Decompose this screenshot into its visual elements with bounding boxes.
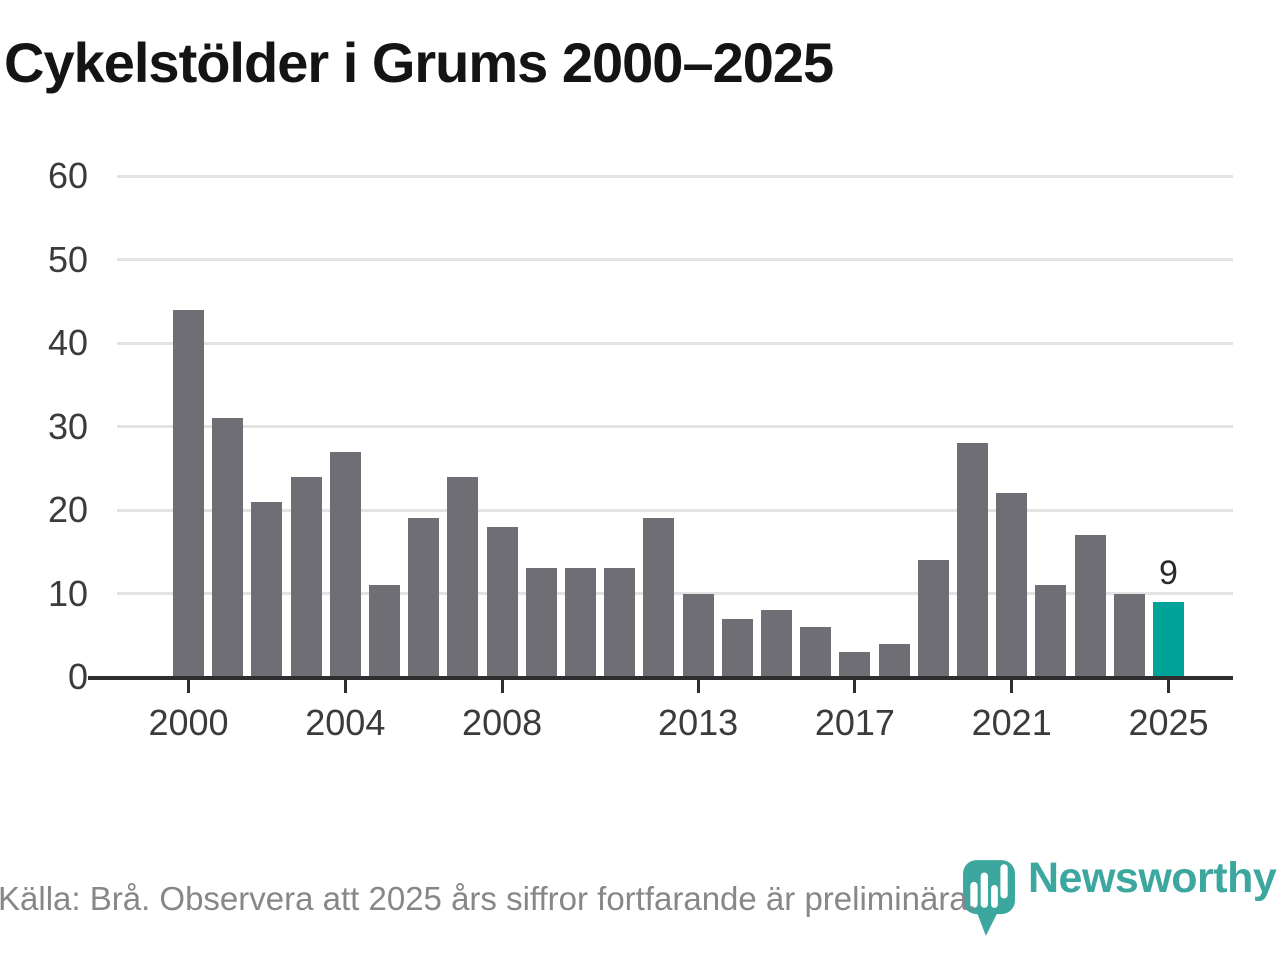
bar-2025: [1153, 601, 1184, 679]
bar-2003: [290, 476, 322, 679]
bar-2013: [682, 593, 714, 679]
x-axis-tick: [1167, 680, 1170, 693]
bar-2020: [957, 443, 988, 679]
y-tick-label: 50: [47, 238, 88, 280]
chart-title: Cykelstölder i Grums 2000–2025: [4, 31, 834, 94]
y-tick-label: 20: [47, 489, 88, 530]
bar-2012: [643, 518, 675, 679]
x-axis-tick: [696, 680, 700, 693]
bar-2008: [486, 526, 518, 679]
x-tick-label: 2004: [305, 702, 386, 743]
gridline: [117, 508, 1233, 512]
bar-2021: [996, 493, 1028, 679]
x-axis-tick: [1010, 680, 1014, 693]
bar-2000: [173, 309, 204, 679]
bar-2024: [1113, 593, 1145, 679]
bar-2002: [251, 501, 283, 679]
x-axis-tick: [187, 680, 190, 693]
gridline: [117, 425, 1233, 428]
bar-2011: [604, 568, 636, 679]
bar-2004: [329, 451, 361, 679]
y-tick-label: 10: [47, 572, 88, 614]
gridline: [117, 341, 1233, 345]
bar-2007: [447, 476, 479, 679]
x-tick-label: 2021: [971, 702, 1052, 743]
x-tick-label: 2017: [814, 702, 895, 743]
bar-2022: [1035, 585, 1067, 679]
y-tick-label: 60: [47, 155, 88, 196]
x-tick-label: 2025: [1128, 702, 1209, 743]
bar-2014: [721, 618, 753, 679]
x-axis-tick: [343, 680, 347, 693]
x-tick-label: 2008: [462, 702, 543, 743]
bar-2019: [917, 560, 949, 679]
y-tick-label: 0: [67, 656, 88, 697]
bar-2010: [565, 568, 596, 679]
newsworthy-logo: Newsworthy: [960, 855, 1280, 950]
bar-2023: [1074, 535, 1106, 679]
x-axis-tick: [500, 680, 504, 693]
x-tick-label: 2013: [658, 702, 739, 743]
gridline: [117, 258, 1233, 261]
bar-2016: [800, 626, 832, 679]
gridline: [117, 592, 1233, 595]
y-tick-label: 40: [47, 322, 88, 363]
source-note: Källa: Brå. Observera att 2025 års siffr…: [0, 880, 977, 917]
x-axis-line: [88, 676, 1233, 680]
bar-value-label: 9: [1159, 553, 1178, 592]
bar-2018: [878, 643, 910, 679]
bar-2009: [525, 568, 557, 679]
x-axis-tick: [853, 680, 857, 693]
y-tick-label: 30: [47, 405, 88, 447]
newsworthy-icon: [963, 860, 1015, 936]
bar-2001: [212, 418, 244, 679]
bar-2005: [369, 585, 400, 679]
bar-2017: [839, 651, 871, 679]
bar-2015: [761, 610, 792, 679]
x-tick-label: 2000: [148, 702, 229, 743]
bar-2006: [408, 518, 440, 679]
gridline: [117, 174, 1233, 178]
newsworthy-wordmark: Newsworthy: [1028, 854, 1277, 902]
